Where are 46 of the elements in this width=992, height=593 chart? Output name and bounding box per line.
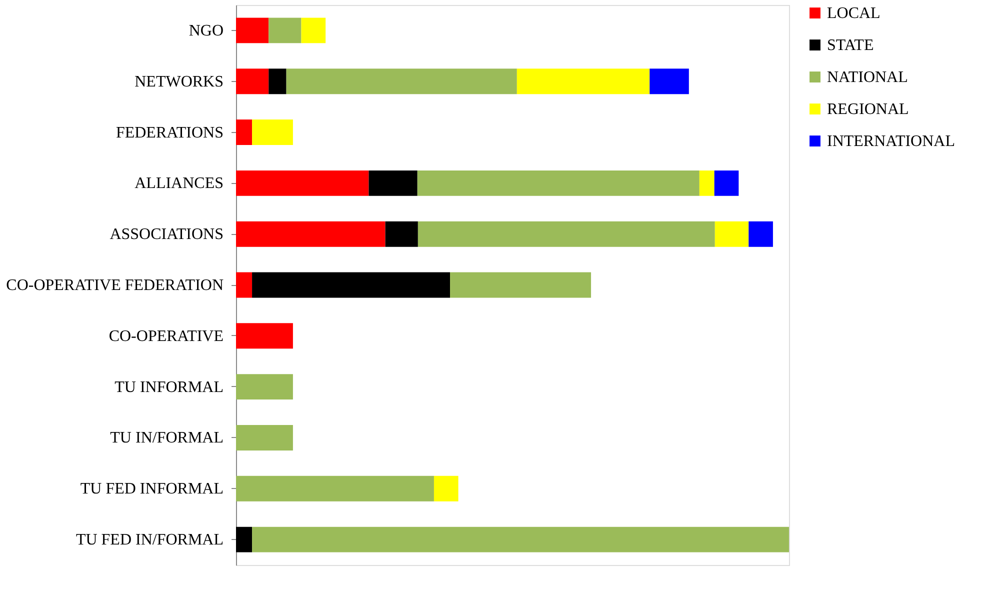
bar <box>417 170 700 196</box>
bar <box>252 272 450 298</box>
legend-label: NATIONAL <box>827 69 908 86</box>
bar <box>236 68 269 94</box>
legend-label: LOCAL <box>827 5 880 22</box>
bar <box>236 272 252 298</box>
y-tick-label: TU IN/FORMAL <box>110 430 224 447</box>
bar <box>236 476 434 502</box>
bar <box>252 526 789 552</box>
bar <box>236 323 293 349</box>
y-tick-label: TU INFORMAL <box>114 378 224 396</box>
bar <box>236 374 293 400</box>
y-tick-label: CO-OPERATIVE <box>108 328 224 345</box>
y-tick-label: CO-OPERATIVE FEDERATION <box>6 277 224 294</box>
bar <box>714 221 749 247</box>
y-tick-label: NGO <box>188 22 224 40</box>
bar <box>418 221 715 247</box>
bar <box>268 68 286 94</box>
bar <box>699 170 714 196</box>
bar <box>268 18 302 44</box>
legend-label: INTERNATIONAL <box>827 133 955 150</box>
bar <box>236 170 369 196</box>
bar <box>434 476 458 502</box>
bar <box>286 68 517 94</box>
bar <box>450 272 592 298</box>
y-tick-label: NETWORKS <box>134 73 224 90</box>
y-tick-label: FEDERATIONS <box>116 124 224 142</box>
y-tick-label: TU FED IN/FORMAL <box>76 532 224 549</box>
legend-label: REGIONAL <box>827 101 909 118</box>
legend-label: STATE <box>827 37 874 54</box>
y-tick-label: TU FED INFORMAL <box>80 480 224 498</box>
y-tick-label: ALLIANCES <box>134 175 224 192</box>
bar <box>236 120 252 145</box>
bar <box>236 425 293 450</box>
y-tick-label: ASSOCIATIONS <box>110 226 224 244</box>
bar <box>252 120 293 145</box>
bar <box>236 18 269 44</box>
bar <box>236 526 252 552</box>
bar <box>748 221 773 247</box>
bar <box>301 18 326 44</box>
bar <box>650 68 689 94</box>
bar <box>714 170 739 196</box>
bar <box>385 221 418 247</box>
bar <box>236 221 386 247</box>
bar <box>516 68 650 94</box>
bar <box>368 170 418 196</box>
